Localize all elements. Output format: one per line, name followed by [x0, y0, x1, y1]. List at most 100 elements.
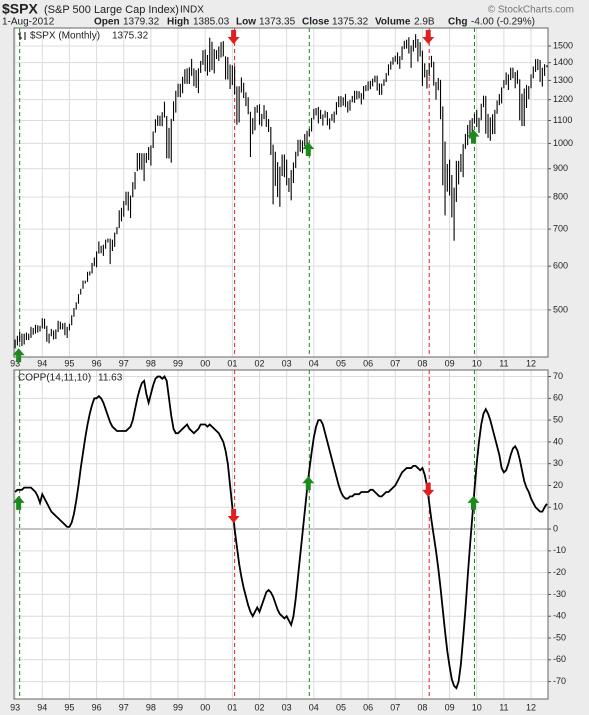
x-tick-label: 06 [363, 702, 373, 712]
quote-value: -4.00 (-0.29%) [471, 17, 535, 28]
quote-label: High [167, 17, 189, 28]
plot-area [14, 28, 548, 357]
x-tick-label: 04 [309, 702, 319, 712]
x-tick-label: 00 [200, 702, 210, 712]
x-tick-label: 07 [390, 358, 400, 368]
x-tick-label: 08 [417, 358, 427, 368]
x-tick-label: 12 [526, 702, 536, 712]
x-tick-label: 96 [92, 702, 102, 712]
plot-border [13, 369, 549, 700]
y-tick-label: -70 [553, 676, 566, 686]
y-tick-label: 500 [553, 304, 568, 314]
x-tick-label: 99 [173, 702, 183, 712]
y-tick-label: 0 [553, 523, 558, 533]
x-tick-label: 08 [417, 702, 427, 712]
quote-value: 1375.32 [332, 17, 369, 28]
quote-value: 1385.03 [193, 17, 230, 28]
x-tick-label: 10 [472, 358, 482, 368]
x-tick-label: 02 [254, 702, 264, 712]
quote-value: 1379.32 [123, 17, 160, 28]
y-tick-label: 50 [553, 414, 563, 424]
y-tick-label: 700 [553, 223, 568, 233]
x-tick-label: 11 [499, 358, 508, 368]
legend-label: COPP(14,11,10) [18, 373, 91, 384]
legend-value: 1375.32 [112, 31, 149, 42]
quote-value: 2.9B [414, 17, 435, 28]
quote-value: 1373.35 [259, 17, 296, 28]
x-tick-label: 03 [282, 702, 292, 712]
legend-value: 11.63 [98, 373, 123, 384]
x-tick-label: 93 [10, 358, 20, 368]
y-tick-label: 600 [553, 261, 568, 271]
x-tick-label: 02 [254, 358, 264, 368]
plot-area [14, 370, 548, 699]
signal-arrow [12, 495, 25, 510]
y-tick-label: 60 [553, 393, 563, 403]
y-tick-label: -30 [553, 589, 566, 599]
exchange: INDX [180, 5, 204, 16]
symbol: $SPX [2, 1, 38, 17]
index-name: (S&P 500 Large Cap Index) [44, 4, 179, 16]
y-tick-label: 1300 [553, 75, 573, 85]
source: © StockCharts.com [488, 5, 574, 16]
y-tick-label: 30 [553, 458, 563, 468]
x-tick-label: 98 [146, 702, 156, 712]
y-tick-label: 1100 [553, 115, 572, 125]
signal-arrow [302, 142, 315, 157]
x-tick-label: 01 [227, 702, 237, 712]
x-tick-label: 97 [119, 702, 129, 712]
y-tick-label: 900 [553, 163, 568, 173]
signal-arrow [422, 482, 435, 497]
quote-label: Volume [375, 17, 411, 28]
y-tick-label: 1500 [553, 40, 573, 50]
x-tick-label: 12 [526, 358, 536, 368]
signal-arrow [12, 348, 25, 363]
x-tick-label: 95 [64, 702, 74, 712]
y-tick-label: 40 [553, 436, 563, 446]
y-tick-label: 10 [553, 502, 563, 512]
x-tick-label: 03 [282, 358, 292, 368]
y-tick-label: -60 [553, 654, 566, 664]
x-tick-label: 01 [227, 358, 237, 368]
signal-arrow [422, 30, 435, 44]
x-tick-label: 95 [64, 358, 74, 368]
signal-arrow [227, 509, 240, 524]
x-tick-label: 11 [499, 702, 508, 712]
y-tick-label: 1200 [553, 94, 573, 104]
indicator-line [14, 375, 548, 690]
x-tick-label: 10 [472, 702, 482, 712]
x-tick-label: 94 [37, 358, 47, 368]
x-tick-label: 07 [390, 702, 400, 712]
signal-arrow [467, 129, 480, 144]
x-tick-label: 04 [309, 358, 319, 368]
legend-icon [18, 32, 26, 40]
signal-arrow [227, 30, 240, 44]
y-tick-label: 800 [553, 191, 568, 201]
x-tick-label: 05 [336, 358, 346, 368]
signal-arrow [302, 476, 315, 491]
quote-date: 1-Aug-2012 [2, 17, 55, 28]
quote-label: Open [94, 17, 120, 28]
y-tick-label: 20 [553, 480, 563, 490]
y-tick-label: -10 [553, 545, 566, 555]
quote-label: Close [302, 17, 330, 28]
x-tick-label: 00 [200, 358, 210, 368]
y-tick-label: -40 [553, 611, 566, 621]
x-tick-label: 99 [173, 358, 183, 368]
y-tick-label: 1000 [553, 138, 573, 148]
x-tick-label: 97 [119, 358, 129, 368]
x-tick-label: 94 [37, 702, 47, 712]
x-tick-label: 96 [92, 358, 102, 368]
y-tick-label: -50 [553, 632, 566, 642]
x-tick-label: 06 [363, 358, 373, 368]
legend-label: $SPX (Monthly) [30, 31, 100, 42]
signal-arrow [467, 495, 480, 510]
x-tick-label: 09 [445, 358, 455, 368]
x-tick-label: 05 [336, 702, 346, 712]
x-tick-label: 98 [146, 358, 156, 368]
plot-border [13, 27, 549, 358]
quote-label: Low [236, 17, 256, 28]
quote-label: Chg [448, 17, 467, 28]
